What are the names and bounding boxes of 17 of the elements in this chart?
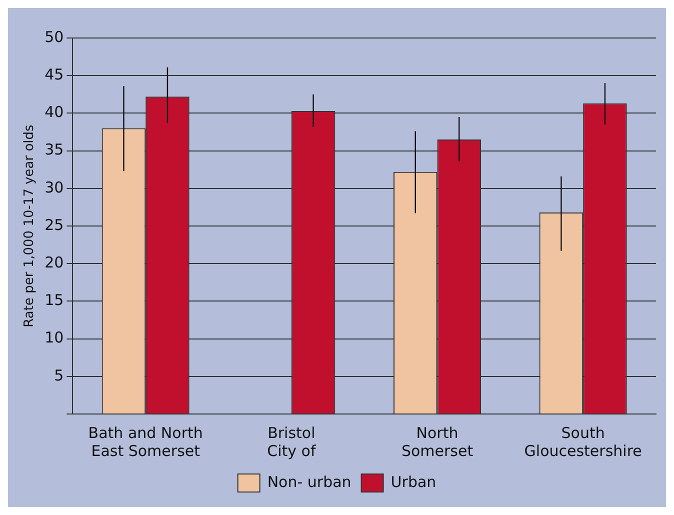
y-tick-label: 50 xyxy=(44,28,64,46)
y-tick-label: 45 xyxy=(44,65,64,84)
y-tick-label: 5 xyxy=(54,366,64,384)
y-tick-label: 25 xyxy=(44,216,64,234)
y-tick-label: 40 xyxy=(44,103,64,122)
y-axis-title: Rate per 1,000 10-17 year olds xyxy=(22,124,38,328)
y-tick-label: 35 xyxy=(44,140,64,159)
y-tick-label: 10 xyxy=(44,328,64,347)
legend-label: Non- urban xyxy=(267,472,352,491)
y-tick-label: 15 xyxy=(44,291,64,310)
x-tick-label: North Somerset xyxy=(401,424,474,460)
x-tick-label: Bath and North East Somerset xyxy=(88,424,203,460)
y-tick-label: 30 xyxy=(44,178,64,196)
x-tick-label: Bristol City of xyxy=(267,424,316,460)
legend-label: Urban xyxy=(390,472,436,491)
x-tick-label: South Gloucestershire xyxy=(524,424,642,460)
y-tick-label: 20 xyxy=(44,253,64,272)
